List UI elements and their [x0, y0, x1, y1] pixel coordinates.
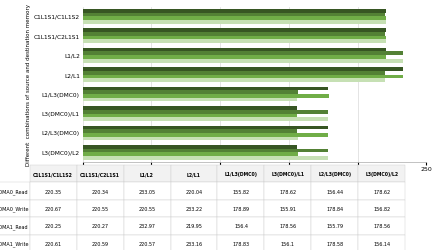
Bar [82, 48, 385, 52]
Bar [82, 149, 327, 153]
Bar [82, 98, 296, 102]
Bar [82, 17, 385, 21]
Bar [82, 95, 328, 98]
Bar [82, 137, 297, 141]
Bar [82, 56, 385, 59]
Bar [82, 87, 328, 91]
Bar [82, 72, 384, 75]
Bar [82, 52, 402, 56]
Bar [82, 110, 327, 114]
Bar [82, 60, 402, 63]
Bar [82, 29, 385, 33]
Bar [82, 114, 296, 118]
Bar [82, 36, 385, 40]
Bar [82, 91, 297, 95]
Bar [82, 75, 402, 79]
Bar [82, 33, 385, 36]
Bar [82, 21, 385, 24]
Bar [82, 146, 296, 149]
Bar [82, 10, 385, 14]
Bar [82, 107, 296, 110]
Bar [82, 130, 296, 134]
Bar [82, 79, 384, 83]
Bar [82, 134, 328, 137]
Bar [82, 126, 327, 130]
Y-axis label: Different  combinations of source and destination memory: Different combinations of source and des… [26, 4, 31, 166]
Bar [82, 68, 402, 72]
Bar [82, 14, 385, 17]
Bar [82, 153, 298, 156]
Bar [82, 118, 327, 122]
Bar [82, 40, 385, 44]
X-axis label: Throughput in MB/s: Throughput in MB/s [215, 174, 293, 180]
Bar [82, 156, 327, 160]
